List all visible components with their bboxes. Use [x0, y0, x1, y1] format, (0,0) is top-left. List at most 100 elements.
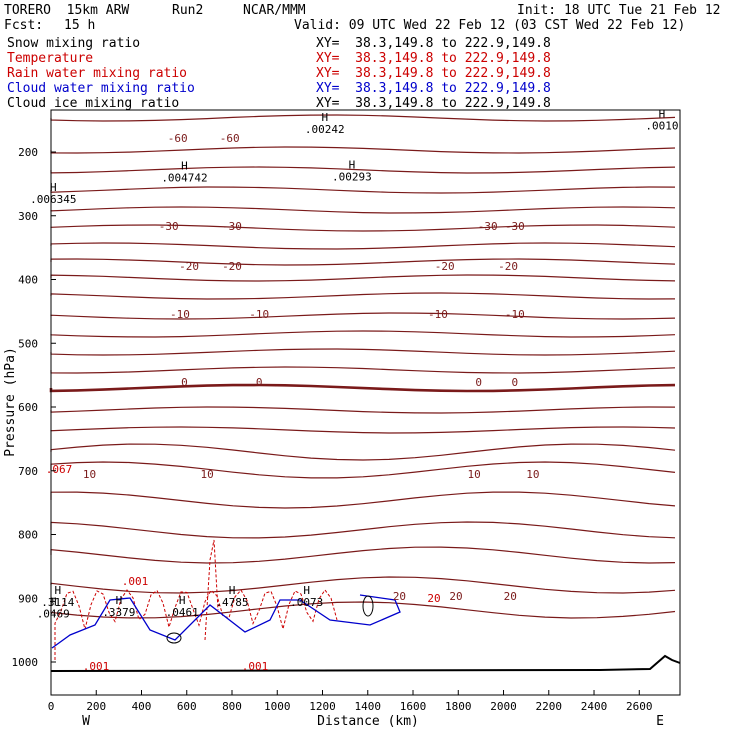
isotherm-label: -20: [435, 260, 455, 273]
isotherm-label: -30: [505, 220, 525, 233]
isotherm-label: 10: [83, 468, 96, 481]
y-tick-label: 700: [18, 465, 38, 478]
max-marker: H: [179, 594, 186, 607]
rain-label: .067: [46, 463, 73, 476]
legend-temperature-xy: XY= 38.3,149.8 to 222.9,149.8: [316, 51, 551, 66]
isotherm-line: [50, 312, 676, 320]
header-fcst-label: Fcst:: [4, 18, 44, 33]
max-marker: H: [50, 595, 57, 608]
contour-labels: -60 -60 -30 -30 -30 -30 -20 -20 -20 -20 -10 -10 -10 -…: [46, 132, 540, 673]
isotherm-label: 20: [449, 590, 462, 603]
isotherm-lines: [49, 114, 681, 672]
header-run: Run2: [172, 3, 204, 18]
max-value: .0461: [166, 606, 199, 619]
isotherm-line: [50, 491, 676, 509]
x-end-left: W: [82, 714, 90, 729]
y-tick-label: 200: [18, 146, 38, 159]
legend-snow-xy: XY= 38.3,149.8 to 222.9,149.8: [316, 36, 551, 51]
max-value: .00242: [305, 123, 345, 136]
isotherm-label: -10: [170, 308, 190, 321]
isotherm-line: [50, 206, 676, 214]
max-marker: H: [116, 594, 123, 607]
x-tick-label: 0: [48, 700, 55, 713]
isotherm-line: [50, 426, 676, 434]
max-marker: H: [321, 111, 328, 124]
x-tick-label: 2400: [581, 700, 608, 713]
isotherm-label: -20: [179, 260, 199, 273]
max-value: .4785: [215, 596, 248, 609]
x-axis-label: Distance (km): [317, 714, 419, 729]
isotherm-label: 0: [181, 376, 188, 389]
max-marker: H: [349, 159, 356, 172]
legend-temperature: Temperature: [7, 51, 94, 66]
isotherm-line: [49, 383, 676, 393]
isotherm-line: [50, 330, 676, 338]
isotherm-line: [50, 146, 676, 154]
surface-line: [50, 654, 681, 672]
isotherm-label: -10: [249, 308, 269, 321]
isotherm-line: [50, 186, 676, 194]
moisture-contours: [51, 539, 401, 660]
legend-rain-xy: XY= 38.3,149.8 to 222.9,149.8: [316, 66, 551, 81]
max-value: .0010: [645, 120, 678, 133]
y-tick-label: 800: [18, 529, 38, 542]
isotherm-label: -30: [222, 220, 242, 233]
y-tick-label: 1000: [12, 656, 39, 669]
rain-contour: [204, 539, 219, 641]
isotherm-label: -30: [159, 220, 179, 233]
isotherm-line: [50, 443, 676, 461]
x-tick-label: 800: [222, 700, 242, 713]
snow-contour: [362, 595, 374, 617]
maxima-labels: H.004742H.00293H.006345H.00242H.0010H.31…: [30, 108, 678, 621]
isotherm-label: 10: [526, 468, 539, 481]
x-tick-label: 1400: [355, 700, 382, 713]
isotherm-line: [50, 166, 676, 174]
max-marker: H: [229, 584, 236, 597]
isotherm-label: 0: [475, 376, 482, 389]
isotherm-line: [50, 601, 676, 619]
max-value: .0469: [37, 607, 70, 620]
legend-cloudice: Cloud ice mixing ratio: [7, 96, 180, 111]
isotherm-label: -60: [168, 132, 188, 145]
header-model: TORERO 15km ARW: [4, 3, 130, 18]
max-marker: H: [303, 584, 310, 597]
x-tick-label: 2600: [626, 700, 653, 713]
max-value: .006345: [30, 193, 76, 206]
axes: 0 200 400 600 800 1000 1200 1400 1600 1800 2000 220…: [12, 146, 653, 713]
max-value: .0073: [290, 596, 323, 609]
legend-rain: Rain water mixing ratio: [7, 66, 188, 81]
isotherm-line: [50, 242, 676, 250]
isotherm-label: 20: [393, 590, 406, 603]
max-marker: H: [50, 181, 57, 194]
max-marker: H: [54, 584, 61, 597]
isotherm-label: 20: [504, 590, 517, 603]
y-tick-label: 300: [18, 210, 38, 223]
isotherm-line: [50, 348, 676, 356]
isotherm-line: [50, 274, 676, 282]
rain-label: .001: [122, 575, 149, 588]
header-init: Init: 18 UTC Tue 21 Feb 12: [517, 3, 721, 18]
isotherm-line: [50, 406, 676, 414]
isotherm-line: [50, 576, 676, 594]
isotherm-line: [50, 292, 676, 300]
y-tick-label: 900: [18, 592, 38, 605]
snow-contour: [166, 632, 182, 644]
isotherm-label: 10: [200, 468, 213, 481]
isotherm-label: -20: [222, 260, 242, 273]
rain-label: 20: [427, 592, 440, 605]
x-tick-label: 2200: [536, 700, 563, 713]
y-tick-label: 500: [18, 337, 38, 350]
x-tick-label: 1600: [400, 700, 427, 713]
isotherm-line: [50, 546, 676, 564]
x-tick-label: 2000: [490, 700, 517, 713]
y-tick-label: 400: [18, 274, 38, 287]
isotherm-line: [50, 461, 676, 479]
isotherm-label: -10: [428, 308, 448, 321]
plot-frame: [50, 109, 681, 696]
isotherm-label: 0: [256, 376, 263, 389]
isotherm-label: -30: [478, 220, 498, 233]
isotherm-label: -20: [498, 260, 518, 273]
y-tick-label: 600: [18, 401, 38, 414]
isotherm-label: 0: [512, 376, 519, 389]
